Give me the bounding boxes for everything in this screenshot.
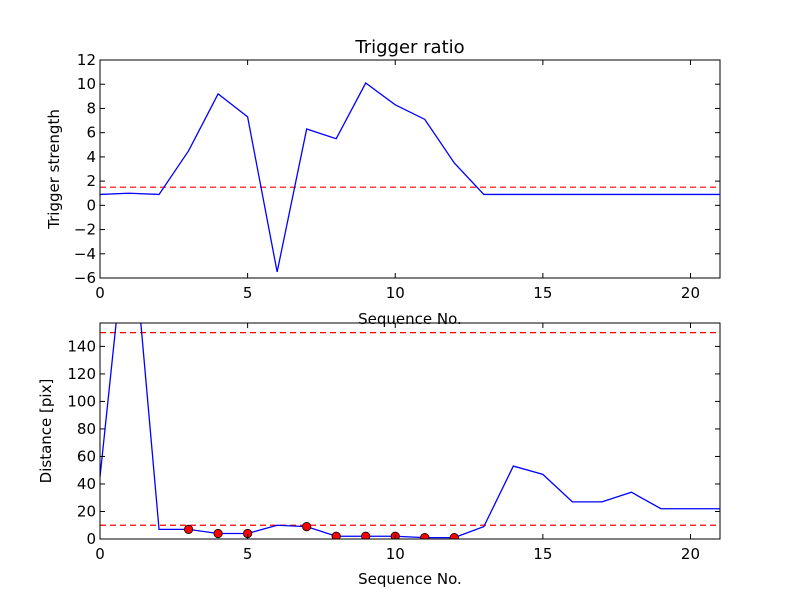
series-line [100, 82, 720, 273]
x-tick-label: 20 [681, 545, 700, 563]
y-tick-label: 0 [86, 530, 96, 548]
chart-title: Trigger ratio [354, 37, 464, 58]
y-tick-label: 100 [67, 392, 96, 410]
y-axis-label: Distance [pix] [37, 379, 55, 484]
x-tick-label: 0 [95, 284, 105, 302]
data-point [183, 524, 194, 534]
y-tick-label: 4 [86, 148, 96, 166]
y-tick-label: −2 [74, 221, 96, 239]
y-tick-label: 80 [77, 420, 96, 438]
x-tick-label: 5 [243, 545, 253, 563]
series-line [100, 323, 720, 539]
x-tick-label: 20 [681, 284, 700, 302]
data-point [331, 531, 341, 539]
y-tick-label: −6 [74, 269, 96, 287]
axes-frame [99, 59, 721, 279]
x-tick-label: 0 [95, 545, 105, 563]
y-axis-label: Trigger strength [45, 109, 63, 230]
y-tick-label: 40 [77, 475, 96, 493]
y-tick-label: 6 [86, 124, 96, 142]
y-tick-label: 8 [86, 99, 96, 117]
trigger-ratio-chart: Trigger ratio 0 5 10 15 20 −6 −4 −2 0 2 4 6 8 10 12 Se… [45, 37, 721, 328]
x-axis-label: Sequence No. [358, 570, 462, 588]
x-tick-label: 15 [533, 545, 552, 563]
y-tick-label: 2 [86, 172, 96, 190]
data-point [213, 528, 223, 539]
axis-ticks: 0 5 10 15 20 0 20 40 60 80 100 120 140 [67, 323, 720, 563]
x-tick-label: 15 [533, 284, 552, 302]
y-tick-label: 20 [77, 502, 96, 520]
y-tick-label: 140 [67, 337, 96, 355]
data-point [449, 533, 459, 539]
y-tick-label: 12 [77, 51, 96, 69]
plot-area [100, 323, 720, 539]
x-tick-label: 5 [243, 284, 253, 302]
y-tick-label: −4 [74, 245, 96, 263]
data-point [361, 531, 371, 539]
data-point [302, 522, 312, 532]
y-tick-label: 0 [86, 196, 96, 214]
data-point [420, 533, 430, 539]
y-tick-label: 60 [77, 447, 96, 465]
axes-frame [99, 322, 721, 540]
axis-ticks: 0 5 10 15 20 −6 −4 −2 0 2 4 6 8 10 12 [74, 51, 720, 302]
x-tick-label: 10 [386, 545, 405, 563]
y-tick-label: 120 [67, 365, 96, 383]
x-tick-label: 10 [386, 284, 405, 302]
x-axis-label: Sequence No. [358, 310, 462, 328]
plot-area [100, 82, 720, 273]
y-tick-label: 10 [77, 75, 96, 93]
